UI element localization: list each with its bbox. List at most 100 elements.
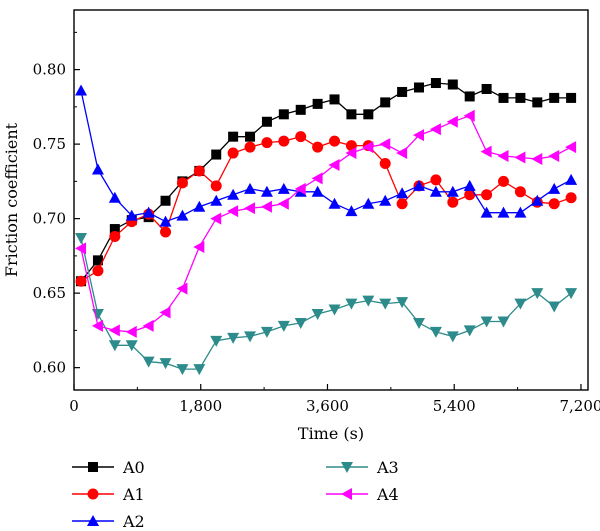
- data-point: [565, 141, 577, 154]
- legend-marker: [341, 488, 352, 500]
- data-point: [159, 358, 172, 370]
- data-point: [464, 189, 476, 201]
- y-tick-label: 0.70: [33, 210, 66, 228]
- data-point: [277, 182, 290, 194]
- series-a4: [75, 109, 577, 338]
- data-point: [328, 158, 340, 171]
- data-point: [125, 340, 138, 352]
- data-point: [142, 356, 155, 368]
- data-point: [464, 91, 475, 102]
- series-a2: [75, 84, 578, 227]
- data-point: [261, 137, 273, 149]
- legend-item-a0: A0: [72, 458, 145, 477]
- data-point: [277, 320, 290, 332]
- legend-item-a2: A2: [72, 512, 145, 531]
- legend-label: A0: [122, 458, 145, 477]
- data-point: [160, 195, 171, 206]
- data-point: [463, 109, 475, 122]
- data-point: [260, 185, 273, 197]
- legend: A0 A1 A2 A3 A4: [72, 458, 399, 531]
- data-point: [108, 191, 121, 203]
- data-point: [480, 206, 493, 218]
- data-point: [463, 325, 476, 337]
- data-point: [227, 147, 239, 159]
- data-point: [244, 141, 256, 153]
- data-point: [193, 200, 206, 212]
- series-line: [80, 114, 572, 333]
- data-point: [362, 295, 375, 307]
- data-point: [447, 196, 459, 208]
- data-point: [514, 298, 527, 310]
- data-point: [295, 131, 307, 143]
- x-tick-label: 3,600: [306, 397, 349, 415]
- data-point: [397, 86, 408, 97]
- legend-item-a3: A3: [326, 458, 399, 477]
- data-point: [244, 331, 257, 343]
- data-point: [531, 288, 544, 300]
- data-point: [396, 297, 409, 309]
- data-point: [515, 92, 526, 103]
- data-point: [92, 255, 103, 266]
- data-point: [430, 78, 441, 89]
- data-point: [531, 194, 544, 206]
- data-point: [446, 331, 459, 343]
- data-point: [91, 309, 104, 320]
- data-point: [329, 135, 341, 147]
- data-point: [75, 242, 87, 255]
- y-tick-label: 0.65: [33, 284, 66, 302]
- data-point: [278, 109, 289, 120]
- data-point: [176, 364, 189, 376]
- axis-ticks: 0 1,800 3,600 5,400 7,200 0.60 0.65 0.70 0.75 0.8…: [33, 31, 600, 415]
- data-point: [260, 326, 273, 338]
- data-point: [91, 163, 104, 175]
- x-axis-title: Time (s): [298, 424, 364, 443]
- data-point: [565, 192, 577, 204]
- data-point: [413, 129, 425, 142]
- data-point: [380, 97, 391, 108]
- data-point: [75, 84, 88, 96]
- data-point: [193, 165, 205, 177]
- legend-marker: [87, 488, 99, 500]
- series-line: [80, 136, 572, 282]
- data-point: [277, 197, 289, 210]
- x-tick-label: 0: [69, 397, 79, 415]
- data-point: [514, 206, 527, 218]
- data-point: [414, 82, 425, 93]
- y-tick-label: 0.75: [33, 135, 66, 153]
- legend-label: A1: [122, 485, 145, 504]
- data-point: [531, 153, 543, 166]
- data-point: [430, 174, 442, 186]
- data-point: [294, 317, 307, 329]
- data-point: [227, 205, 239, 218]
- data-point: [463, 179, 476, 191]
- data-point: [379, 157, 391, 169]
- data-point: [91, 319, 103, 332]
- data-point: [176, 282, 188, 295]
- data-point: [159, 306, 171, 319]
- legend-label: A4: [376, 485, 399, 504]
- data-point: [244, 182, 257, 194]
- data-point: [532, 97, 543, 108]
- data-point: [396, 198, 408, 210]
- data-point: [363, 109, 374, 120]
- data-point: [176, 177, 188, 189]
- data-point: [362, 197, 375, 209]
- data-point: [480, 316, 493, 328]
- data-point: [514, 151, 526, 164]
- data-point: [548, 198, 560, 210]
- legend-marker: [87, 515, 99, 526]
- x-tick-label: 7,200: [559, 397, 600, 415]
- data-point: [245, 131, 256, 142]
- data-point: [160, 226, 172, 238]
- x-tick-label: 1,800: [179, 397, 222, 415]
- data-point: [413, 317, 426, 329]
- legend-label: A2: [122, 512, 145, 531]
- legend-label: A3: [376, 458, 399, 477]
- legend-item-a1: A1: [72, 485, 145, 504]
- data-point: [125, 325, 137, 338]
- data-point: [176, 209, 189, 221]
- data-point: [193, 240, 205, 253]
- data-point: [108, 324, 120, 337]
- data-point: [210, 335, 223, 347]
